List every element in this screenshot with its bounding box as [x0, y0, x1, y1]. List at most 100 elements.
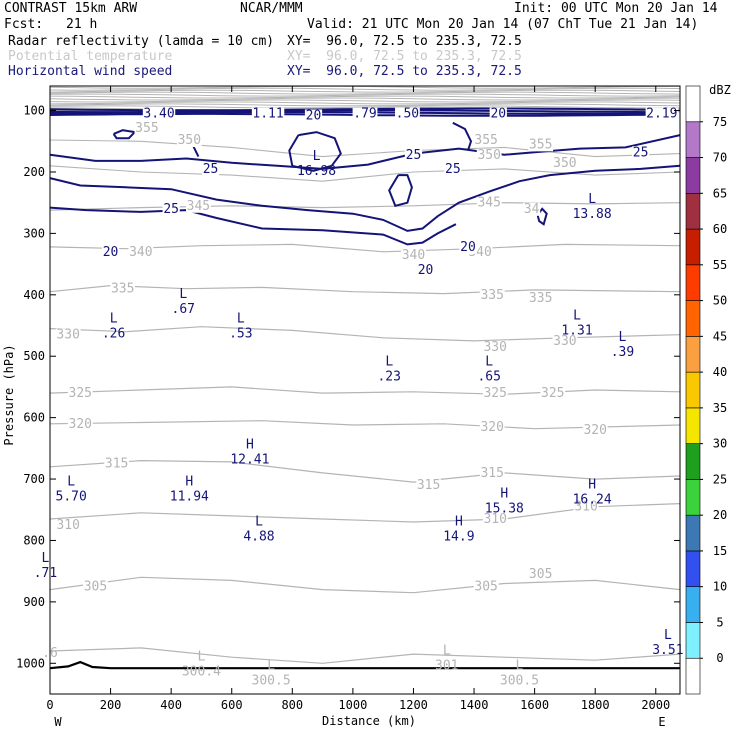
field-xy-wind: XY= 96.0, 72.5 to 235.3, 72.5: [287, 64, 522, 79]
colorbar-level-label: 0: [716, 651, 723, 665]
field-name-theta: Potential temperature: [8, 49, 173, 64]
theta-label-bg: [528, 291, 554, 305]
wind-speed-contour-25: [49, 134, 681, 170]
theta-label-bg: [401, 248, 426, 262]
theta-label: 325: [69, 386, 92, 401]
surface-extremum-marker: L: [198, 649, 206, 664]
theta-contour-line: [49, 459, 681, 483]
wind-label-bg: [444, 162, 462, 176]
extremum-marker: L: [67, 474, 75, 489]
surface-theta-label: 300.5: [500, 674, 539, 689]
theta-label-bg: [473, 134, 499, 148]
theta-label-bg: [476, 196, 502, 210]
surface-theta-label: 301: [435, 658, 458, 673]
wind-label: 25: [163, 202, 179, 217]
x-tick-label: 400: [160, 698, 182, 712]
wind-label: .79: [353, 107, 376, 122]
theta-label: 325: [483, 386, 506, 401]
theta-label: 335: [111, 282, 134, 297]
y-tick-label: 400: [23, 288, 45, 302]
extremum-value: 3.51: [652, 643, 683, 658]
y-tick-label: 100: [23, 104, 45, 118]
colorbar-level-label: 45: [713, 329, 727, 343]
x-tick-label: 1000: [338, 698, 367, 712]
colorbar-swatch: [685, 586, 701, 623]
theta-contour-line: [49, 647, 681, 664]
extremum-value: 5.70: [56, 489, 87, 504]
colorbar-swatch: [685, 479, 701, 516]
fcst-value: 21 h: [66, 17, 98, 32]
y-tick-label: 1000: [16, 656, 45, 670]
extremum-value: .67: [172, 302, 195, 317]
theta-label-bg: [552, 156, 578, 170]
field-xy-theta: XY= 96.0, 72.5 to 235.3, 72.5: [287, 49, 522, 64]
colorbar-swatch: [685, 443, 701, 480]
plot-frame: [49, 85, 681, 695]
colorbar: 0 5 10 15 20 25 30 35 40 45 50 55 60 65 70 75: [685, 85, 727, 695]
stratosphere-theta-line: [49, 103, 681, 107]
wind-label: 3.40: [143, 107, 174, 122]
wind-label: 2.19: [646, 107, 677, 122]
extremum-marker: H: [500, 487, 508, 502]
theta-label-bg: [67, 387, 93, 401]
y-tick-label: 200: [23, 165, 45, 179]
wind-label-bg: [304, 109, 323, 123]
extremum-value: 13.88: [573, 207, 612, 222]
colorbar-level-label: 25: [713, 472, 727, 486]
theta-contour-line: [49, 386, 681, 395]
stratosphere-theta-line: [49, 89, 681, 93]
stratosphere-theta-line: [49, 97, 681, 101]
east-endpoint-label: E: [658, 715, 665, 729]
theta-label: 315: [105, 457, 128, 472]
wind-speed-closed-contour: [536, 207, 548, 226]
theta-label: 320: [69, 417, 92, 432]
wind-speed-contour-20: [49, 206, 457, 246]
colorbar-swatch: [685, 336, 701, 373]
y-tick-label: 300: [23, 226, 45, 240]
theta-label-bg: [482, 387, 508, 401]
extremum-marker: L: [573, 309, 581, 324]
extremum-value: 15.38: [485, 502, 524, 517]
center-name: NCAR/MMM: [240, 1, 303, 16]
theta-label: 350: [553, 156, 576, 171]
theta-label: 335: [480, 288, 503, 303]
terrain-line: [49, 660, 680, 670]
extremum-value: .26: [102, 327, 125, 342]
theta-label-bg: [522, 202, 541, 216]
theta-label: 330: [483, 340, 506, 355]
wind-label-bg: [489, 107, 507, 121]
colorbar-level-label: 70: [713, 151, 727, 165]
surface-extremum-marker: L: [267, 659, 275, 674]
colorbar-level-label: 20: [713, 508, 727, 522]
extremum-marker: L: [313, 149, 321, 164]
theta-label: 305: [84, 580, 107, 595]
extremum-value: 12.41: [230, 453, 269, 468]
wind-label-bg: [632, 146, 650, 160]
wind-label-bg: [101, 245, 120, 259]
stratosphere-theta-line: [49, 93, 681, 97]
extremum-marker: H: [588, 477, 596, 492]
theta-label: 34: [524, 202, 540, 217]
theta-label: 345: [187, 199, 210, 214]
extremum-marker: H: [185, 474, 193, 489]
theta-label-bg: [416, 479, 442, 493]
extremum-marker: H: [455, 514, 463, 529]
extremum-value: .23: [377, 370, 400, 385]
y-tick-label: 600: [23, 411, 45, 425]
stratosphere-theta-line: [49, 91, 681, 95]
theta-label-bg: [479, 288, 505, 302]
wind-label-bg: [416, 264, 435, 278]
colorbar-level-label: 5: [716, 615, 723, 629]
theta-label: 355: [135, 121, 158, 136]
x-tick-label: 1400: [460, 698, 489, 712]
theta-label-bg: [482, 512, 508, 526]
extremum-value: 4.88: [243, 529, 274, 544]
theta-label-bg: [528, 568, 554, 582]
stratosphere-theta-line: [49, 101, 681, 105]
theta-label-bg: [55, 328, 81, 342]
x-tick-label: 1200: [399, 698, 428, 712]
x-tick-label: 200: [100, 698, 122, 712]
wind-label: 20: [418, 263, 434, 278]
colorbar-level-label: 40: [713, 365, 727, 379]
